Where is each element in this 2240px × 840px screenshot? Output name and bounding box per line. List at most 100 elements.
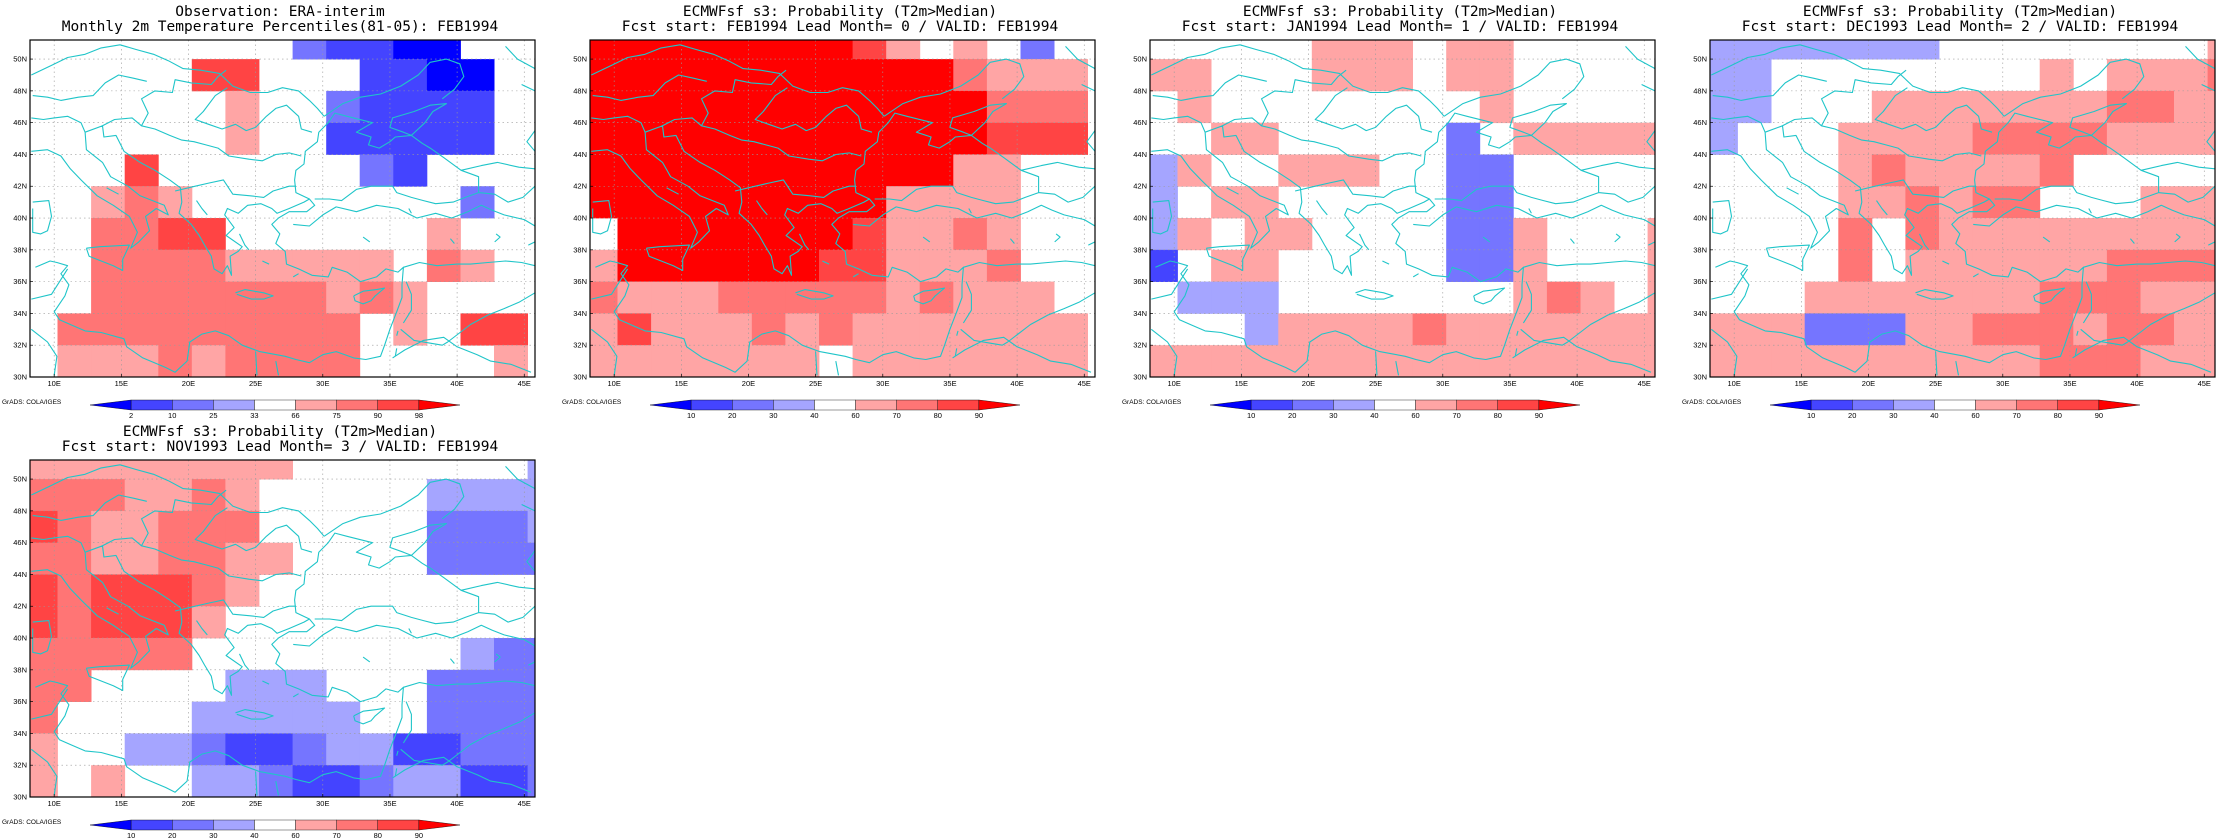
- coastline: [1528, 208, 1532, 214]
- coastline: [449, 658, 455, 664]
- coastline: [32, 620, 53, 655]
- coastline: [1375, 351, 1378, 376]
- coastline: [235, 289, 274, 300]
- shaded-grid-cell: [460, 733, 495, 766]
- panel-lead-month-3: ECMWFsf s3: Probability (T2m>Median) Fcs…: [0, 420, 560, 840]
- shaded-grid-cell: [1479, 218, 1514, 251]
- shaded-grid-cell: [158, 733, 193, 766]
- shaded-grid-cell: [1804, 345, 1839, 378]
- coastline: [922, 236, 931, 243]
- shaded-grid-cell: [2039, 281, 2074, 314]
- coastline: [1359, 233, 1370, 251]
- coastline: [403, 680, 536, 688]
- shaded-grid-cell: [292, 249, 327, 282]
- latitude-tick-label: 30N: [573, 373, 587, 382]
- shaded-grid-cell: [527, 765, 536, 798]
- shaded-grid-cell: [259, 733, 293, 766]
- shaded-grid-cell: [359, 122, 394, 155]
- shaded-grid-cell: [2006, 313, 2041, 346]
- latitude-tick-label: 32N: [573, 341, 587, 350]
- colorbar-segment: [1415, 399, 1457, 411]
- shaded-grid-cell: [1177, 59, 1212, 92]
- coastline: [1473, 287, 1506, 305]
- panel-lead0-svg: ECMWFsf s3: Probability (T2m>Median) Fcs…: [562, 4, 1096, 420]
- coastline: [799, 233, 810, 251]
- colorbar-tick-label: 90: [1535, 411, 1543, 420]
- shaded-grid-cell: [1972, 249, 2007, 282]
- shaded-grid-cell: [953, 218, 988, 251]
- panel-title-line2: Fcst start: NOV1993 Lead Month= 3 / VALI…: [62, 439, 499, 455]
- shaded-grid-cell: [326, 733, 361, 766]
- coastline: [2033, 287, 2066, 305]
- shaded-grid-cell: [225, 701, 260, 734]
- shaded-grid-cell: [1379, 59, 1413, 92]
- shaded-grid-cell: [1278, 218, 1313, 251]
- coastline: [1523, 260, 1656, 268]
- colorbar-tick-label: 30: [1329, 411, 1337, 420]
- shaded-grid-cell: [494, 510, 528, 544]
- shaded-grid-cell: [1614, 313, 1648, 346]
- colorbar-segment: [377, 819, 420, 831]
- shaded-grid-cell: [2207, 218, 2216, 251]
- coastline: [1854, 179, 1976, 198]
- coastline: [31, 545, 404, 793]
- shaded-grid-cell: [1311, 154, 1346, 187]
- shaded-grid-cell: [2039, 90, 2074, 124]
- panel-title-line1: Observation: ERA-interim: [175, 4, 385, 20]
- shaded-grid-cell: [651, 218, 686, 251]
- shaded-grid-cell: [1905, 281, 1940, 314]
- shaded-grid-cell: [1479, 186, 1514, 219]
- coastline: [392, 756, 532, 793]
- colorbar-segment: [172, 819, 214, 831]
- shaded-grid-cell: [494, 701, 528, 734]
- shaded-grid-cell: [986, 154, 1021, 187]
- coastline: [963, 260, 1096, 268]
- shaded-grid-cell: [1972, 281, 2007, 314]
- shaded-grid-cell: [2073, 90, 2108, 124]
- longitude-tick-label: 35E: [943, 379, 956, 388]
- colorbar-segment: [896, 399, 938, 411]
- shaded-grid-cell: [393, 122, 428, 155]
- shaded-grid-cell: [1054, 313, 1088, 346]
- latitude-tick-label: 46N: [13, 118, 27, 127]
- colorbar-tick-label: 20: [1288, 411, 1296, 420]
- shaded-grid-cell: [2140, 249, 2175, 282]
- colorbar-segment: [1934, 399, 1976, 411]
- shaded-grid-cell: [1345, 313, 1380, 346]
- shaded-grid-cell: [819, 154, 853, 187]
- shaded-grid-cell: [919, 313, 954, 346]
- shaded-grid-cell: [460, 122, 495, 155]
- shaded-grid-cell: [1546, 122, 1581, 155]
- latitude-tick-label: 44N: [1693, 150, 1707, 159]
- shaded-grid-cell: [124, 542, 159, 575]
- shaded-grid-cell: [1244, 281, 1279, 314]
- shaded-grid-cell: [225, 345, 260, 378]
- latitude-tick-label: 50N: [1133, 55, 1147, 64]
- shaded-grid-cell: [1211, 122, 1246, 155]
- coastline: [30, 748, 58, 796]
- shaded-grid-cell: [1838, 122, 1873, 155]
- coastline: [1382, 260, 1390, 265]
- coastline: [2069, 103, 2127, 136]
- shaded-grid-cell: [1244, 218, 1279, 251]
- longitude-tick-label: 15E: [115, 799, 128, 808]
- coastline: [1876, 200, 1888, 216]
- shaded-grid-cell: [326, 701, 361, 734]
- longitude-tick-label: 40E: [1570, 379, 1583, 388]
- latitude-tick-label: 32N: [1133, 341, 1147, 350]
- shaded-grid-cell: [886, 154, 921, 187]
- coastline: [174, 599, 296, 618]
- shaded-grid-cell: [1647, 218, 1656, 251]
- colorbar-segment: [2098, 399, 2141, 411]
- longitude-tick-label: 20E: [182, 379, 195, 388]
- shaded-grid-cell: [684, 345, 719, 378]
- shaded-grid-cell: [326, 281, 361, 314]
- shaded-grid-cell: [1771, 345, 1806, 378]
- coastline: [392, 336, 532, 373]
- shaded-grid-cell: [191, 574, 226, 607]
- shaded-grid-cell: [819, 59, 853, 92]
- shaded-grid-cell: [2174, 313, 2208, 346]
- coastline: [2158, 185, 2216, 203]
- shaded-grid-cell: [1710, 40, 1738, 60]
- shaded-grid-cell: [1054, 59, 1088, 92]
